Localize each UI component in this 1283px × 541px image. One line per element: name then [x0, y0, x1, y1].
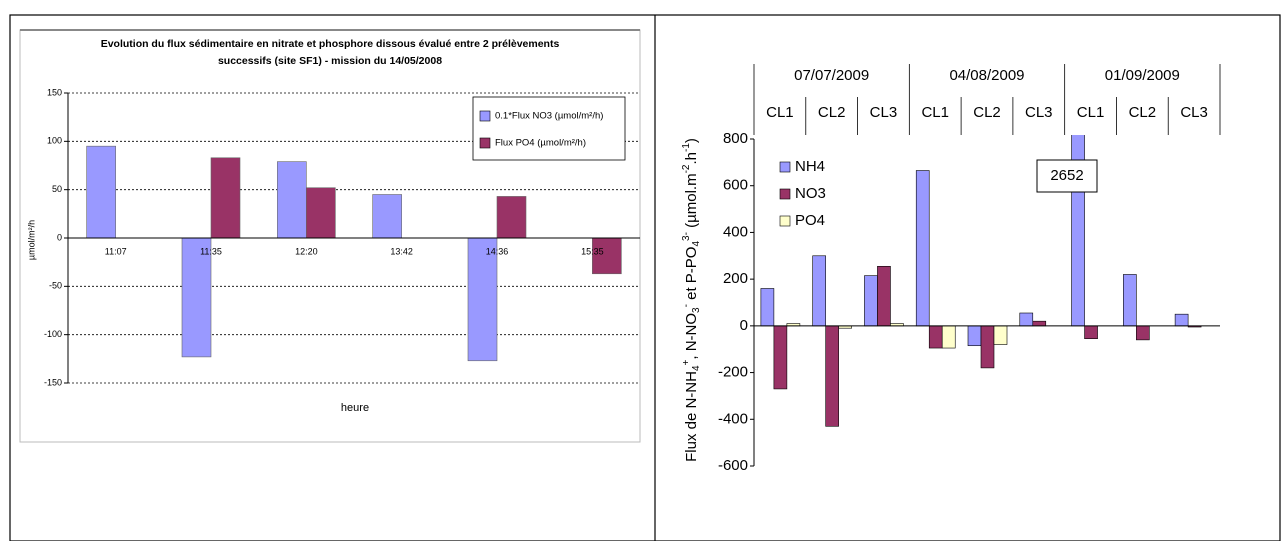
- bar: [1084, 325, 1098, 340]
- bar: [1174, 313, 1189, 327]
- y-tick-label: 0: [740, 317, 748, 334]
- legend-label: NH4: [795, 158, 825, 175]
- bars: [760, 135, 1202, 427]
- y-tick-label: 800: [723, 130, 748, 147]
- y-tick-label: -50: [49, 281, 62, 291]
- bar: [967, 325, 982, 347]
- x-tick-label: 11:35: [200, 246, 222, 256]
- legend-box: [472, 96, 626, 161]
- bar: [277, 161, 307, 239]
- y-tick-label: 600: [723, 177, 748, 194]
- x-axis-label: heure: [341, 402, 369, 414]
- y-axis-label: Flux de N-NH4+, N-NO3- et P-PO43- (µmol.…: [681, 138, 702, 462]
- bar: [941, 325, 956, 349]
- y-tick-label: -100: [44, 329, 62, 339]
- legend-swatch: [779, 188, 791, 200]
- group-label: 04/08/2009: [949, 67, 1024, 84]
- bar: [496, 196, 527, 239]
- data-label-box: [1036, 159, 1098, 193]
- x-tick-label: CL2: [818, 104, 846, 121]
- bar: [928, 325, 943, 349]
- bar: [372, 194, 402, 239]
- bars: [86, 145, 622, 362]
- x-tick-label: 12:20: [295, 246, 318, 256]
- bar: [760, 288, 775, 327]
- data-label: 2652: [1050, 167, 1083, 184]
- bar: [1123, 274, 1137, 327]
- y-axis-label: µmol/m²/h: [26, 220, 36, 260]
- title-box: Evolution du flux sédimentaire en nitrat…: [100, 38, 560, 67]
- y-tick-label: -400: [718, 410, 748, 427]
- y-tick-label: -150: [44, 377, 62, 387]
- y-tick-label: 200: [723, 270, 748, 287]
- bar: [210, 157, 241, 239]
- x-tick-label: CL2: [1129, 104, 1157, 121]
- bar: [1136, 325, 1150, 341]
- bar: [993, 325, 1008, 345]
- x-tick-label: 11:07: [105, 246, 127, 256]
- bar: [812, 255, 826, 327]
- legend-label: PO4: [795, 212, 825, 229]
- x-tick-label: CL2: [973, 104, 1001, 121]
- bar: [877, 265, 891, 327]
- bar: [181, 237, 212, 358]
- y-tick-label: 150: [47, 87, 62, 97]
- group-label: 07/07/2009: [794, 67, 869, 84]
- table-border: [9, 14, 1281, 541]
- chart-title: Evolution du flux sédimentaire en nitrat…: [100, 38, 560, 67]
- bar: [825, 325, 839, 427]
- bar: [592, 237, 622, 275]
- bar: [915, 170, 930, 327]
- legend-swatch: [479, 137, 491, 149]
- y-axis-label-part: 3: [691, 307, 702, 313]
- x-tick-label: 13:42: [390, 246, 413, 256]
- y-axis-label-part: -2: [681, 164, 692, 173]
- y-axis-label-part: Flux de N-NH: [683, 371, 700, 462]
- bar: [467, 237, 498, 362]
- legend-swatch: [479, 110, 491, 122]
- y-axis-label-part: (µmol.m: [683, 173, 700, 232]
- x-tick-label: CL3: [870, 104, 898, 121]
- y-tick-label: 100: [47, 136, 62, 146]
- legend-swatch: [779, 215, 791, 227]
- legend-label: NO3: [795, 185, 826, 202]
- y-axis-label-part: ): [683, 138, 700, 143]
- y-tick-label: 50: [52, 184, 62, 194]
- x-tick-label: CL1: [921, 104, 949, 121]
- y-tick-label: -600: [718, 457, 748, 474]
- y-axis-label-part: 4: [691, 241, 702, 247]
- y-axis-label-part: -1: [681, 143, 692, 152]
- bar: [980, 325, 995, 369]
- bar: [306, 187, 336, 239]
- y-axis-label-part: .h: [683, 152, 700, 165]
- x-tick-label: CL1: [766, 104, 794, 121]
- y-axis-label-part: +: [681, 359, 692, 365]
- bar: [773, 325, 788, 390]
- y-axis-label-part: 3-: [681, 232, 692, 241]
- legend-label: 0.1*Flux NO3 (µmol/m²/h): [495, 111, 603, 122]
- legend-swatch: [779, 161, 791, 173]
- y-tick-label: 400: [723, 223, 748, 240]
- x-tick-label: 15:35: [581, 246, 604, 256]
- group-label: 01/09/2009: [1105, 67, 1180, 84]
- x-tick-label: CL3: [1025, 104, 1053, 121]
- bar: [86, 145, 116, 239]
- y-axis-label-part: , N-NO: [683, 313, 700, 360]
- y-axis-label-part: et P-PO: [683, 247, 700, 305]
- y-axis-label-part: -: [681, 304, 692, 307]
- y-axis-label-part: 4: [691, 365, 702, 371]
- legend-label: Flux PO4 (µmol/m²/h): [495, 138, 586, 149]
- x-tick-label: CL1: [1077, 104, 1105, 121]
- y-tick-label: -200: [718, 364, 748, 381]
- y-tick-label: 0: [57, 232, 62, 242]
- bar: [1032, 320, 1047, 327]
- x-tick-label: CL3: [1180, 104, 1208, 121]
- bar: [1019, 312, 1034, 327]
- x-tick-label: 14:36: [486, 246, 509, 256]
- bar: [864, 275, 878, 327]
